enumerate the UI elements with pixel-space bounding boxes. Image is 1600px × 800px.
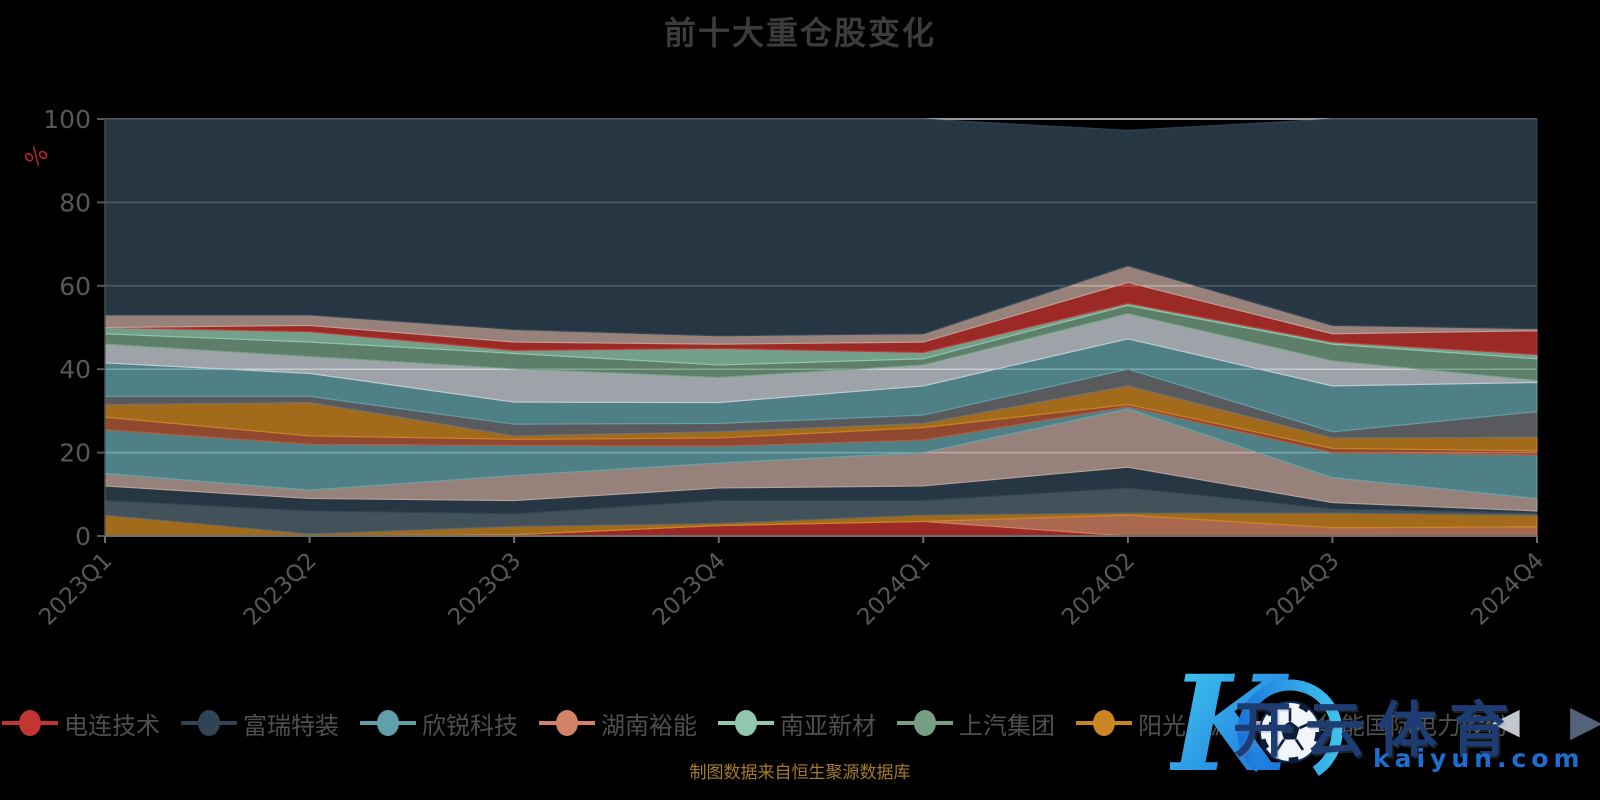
legend-item-2[interactable]: 欣锐科技 — [360, 706, 539, 741]
legend-label: 湖南裕能 — [601, 711, 697, 740]
y-tick-label: 40 — [59, 355, 91, 384]
x-tick-label: 2023Q3 — [443, 548, 526, 631]
legend-line-circle-icon — [181, 710, 237, 736]
x-tick-label: 2023Q2 — [239, 548, 322, 631]
legend-label: 华能国际电力股份 — [1317, 711, 1509, 740]
legend-prev-arrow-icon[interactable]: ◀ — [1492, 701, 1520, 742]
x-tick-label: 2023Q4 — [648, 548, 731, 631]
legend: 电连技术 富瑞特装 欣锐科技 湖南裕能 南亚新材 上汽集团 阳光电源 华能国际电力股份 — [2, 700, 1598, 746]
y-tick-label: 0 — [75, 522, 91, 551]
legend-line-circle-icon — [2, 710, 58, 736]
legend-item-5[interactable]: 上汽集团 — [897, 706, 1076, 741]
x-tick-label: 2024Q3 — [1262, 548, 1345, 631]
legend-line-circle-icon — [1255, 710, 1311, 736]
legend-label: 上汽集团 — [959, 711, 1055, 740]
legend-item-7[interactable]: 华能国际电力股份 — [1255, 706, 1509, 741]
legend-line-circle-icon — [539, 710, 595, 736]
x-tick-label: 2024Q1 — [853, 548, 936, 631]
y-tick-label: 20 — [59, 439, 91, 468]
legend-label: 富瑞特装 — [243, 711, 339, 740]
data-source-note: 制图数据来自恒生聚源数据库 — [689, 763, 911, 783]
legend-item-6[interactable]: 阳光电源 — [1076, 706, 1255, 741]
x-tick-label: 2024Q2 — [1057, 548, 1140, 631]
legend-line-circle-icon — [897, 710, 953, 736]
legend-label: 欣锐科技 — [422, 711, 518, 740]
x-tick-label: 2024Q4 — [1466, 548, 1549, 631]
legend-label: 南亚新材 — [780, 711, 876, 740]
legend-item-0[interactable]: 电连技术 — [2, 706, 181, 741]
y-tick-label: 80 — [59, 188, 91, 217]
legend-item-4[interactable]: 南亚新材 — [718, 706, 897, 741]
page-title: 前十大重仓股变化 — [663, 14, 936, 52]
x-tick-label: 2023Q1 — [34, 548, 117, 631]
legend-next-arrow-icon[interactable]: ▶ — [1570, 696, 1600, 745]
legend-line-circle-icon — [360, 710, 416, 736]
legend-label: 阳光电源 — [1138, 711, 1234, 740]
y-tick-label: 100 — [43, 105, 91, 134]
legend-label: 电连技术 — [64, 711, 160, 740]
y-tick-label: 60 — [59, 272, 91, 301]
y-axis-unit-label: % — [20, 140, 54, 174]
legend-line-circle-icon — [718, 710, 774, 736]
legend-item-3[interactable]: 湖南裕能 — [539, 706, 718, 741]
legend-item-1[interactable]: 富瑞特装 — [181, 706, 360, 741]
area-series-16[interactable] — [104, 118, 1538, 337]
legend-line-circle-icon — [1076, 710, 1132, 736]
